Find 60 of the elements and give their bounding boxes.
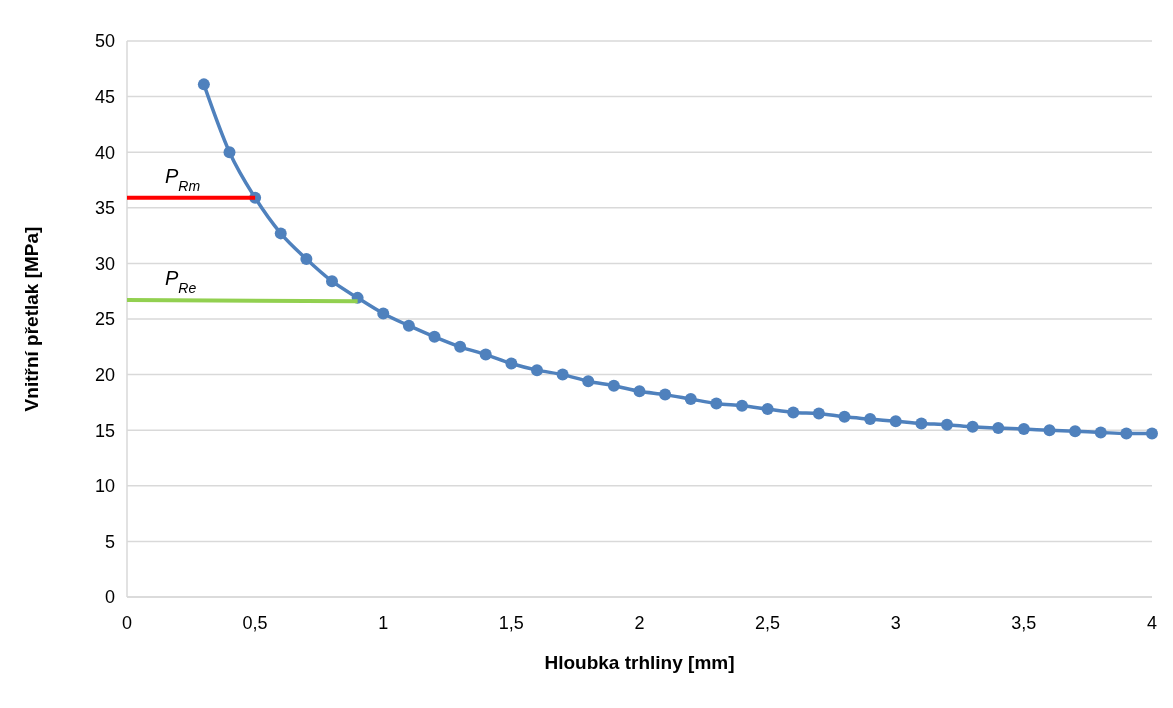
point	[531, 364, 543, 377]
x-tick-label: 1,5	[498, 613, 524, 633]
y-tick-label: 10	[94, 476, 115, 497]
point	[326, 275, 338, 288]
point	[1094, 426, 1107, 439]
y-tick-label: 35	[94, 198, 115, 219]
x-tick-label: 2	[634, 613, 645, 633]
point	[479, 348, 492, 361]
x-tick-label: 3	[890, 613, 901, 633]
x-tick-label: 3,5	[1011, 613, 1037, 633]
series-label: P$_{Rm}$	[165, 164, 201, 194]
series-label: P$_{Re}$	[165, 267, 197, 297]
y-tick-label: 30	[94, 253, 115, 274]
y-axis-title: Vnitřní přetlak [MPa]	[21, 226, 42, 412]
y-tick-label: 15	[94, 420, 115, 441]
point	[428, 330, 441, 343]
point	[736, 399, 748, 412]
x-tick-label: 0,5	[242, 613, 268, 633]
point	[1069, 425, 1082, 438]
y-tick-label: 50	[94, 31, 115, 52]
point	[889, 415, 902, 428]
y-tick-label: 0	[104, 587, 115, 608]
point	[710, 397, 723, 410]
point	[761, 403, 774, 416]
point	[505, 357, 518, 370]
point	[684, 393, 697, 406]
x-tick-label: 2,5	[755, 613, 781, 633]
point	[582, 375, 595, 388]
y-tick-label: 45	[94, 86, 115, 107]
x-tick-label: 4	[1146, 613, 1158, 633]
y-tick-label: 40	[94, 142, 115, 163]
point	[454, 340, 467, 353]
point	[787, 406, 800, 419]
x-tick-label: 0	[121, 613, 133, 633]
point	[402, 319, 415, 332]
point	[556, 368, 569, 381]
point	[633, 385, 646, 398]
y-tick-label: 20	[94, 364, 115, 385]
point	[1017, 423, 1030, 436]
point	[607, 379, 620, 392]
y-tick-label: 25	[94, 309, 115, 330]
point	[992, 421, 1005, 434]
point	[223, 146, 236, 159]
point	[838, 410, 851, 423]
point	[1043, 424, 1056, 437]
y-tick-label: 5	[104, 531, 115, 552]
point	[1120, 427, 1133, 440]
point	[274, 227, 287, 240]
point	[966, 420, 979, 433]
x-axis-title: Hloubka trhliny [mm]	[544, 652, 735, 673]
point	[812, 407, 825, 420]
point	[659, 388, 672, 401]
point	[197, 78, 210, 91]
point	[1146, 427, 1158, 440]
point	[377, 307, 390, 320]
point	[300, 252, 313, 265]
point	[864, 413, 877, 426]
x-tick-label: 1	[378, 613, 389, 633]
point	[941, 418, 953, 431]
point	[915, 417, 928, 430]
